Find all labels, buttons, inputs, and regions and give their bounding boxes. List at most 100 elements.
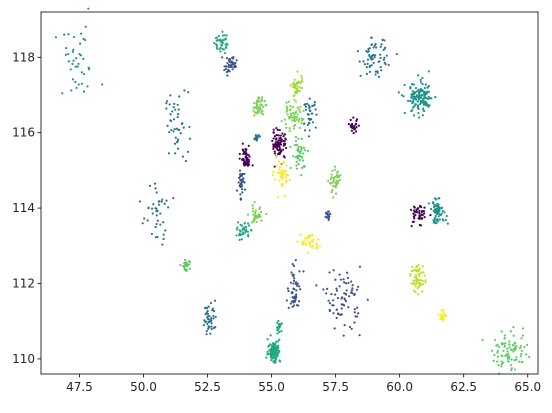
data-point (239, 233, 243, 236)
data-point (153, 182, 157, 185)
data-point (63, 33, 66, 36)
data-point (218, 39, 221, 42)
data-point (292, 264, 296, 267)
data-point (301, 159, 305, 162)
data-point (416, 211, 419, 214)
data-point (235, 59, 238, 62)
data-point (299, 110, 302, 114)
data-point (246, 213, 250, 216)
data-point (258, 110, 261, 113)
data-point (71, 50, 75, 53)
data-point (157, 200, 160, 203)
data-point (352, 125, 355, 128)
data-point (268, 343, 271, 346)
data-point (184, 159, 188, 163)
data-point (440, 309, 443, 312)
data-point (206, 309, 209, 313)
data-point (419, 81, 423, 84)
data-point (383, 56, 386, 60)
data-point (508, 357, 511, 360)
data-point (286, 113, 289, 116)
data-point (434, 221, 437, 225)
data-point (335, 179, 338, 182)
data-point (313, 100, 317, 104)
data-point (315, 242, 318, 245)
data-point (424, 280, 427, 284)
data-point (302, 146, 306, 149)
data-point (279, 162, 282, 166)
cluster-12 (235, 221, 253, 241)
data-point (412, 101, 415, 104)
data-point (252, 213, 255, 216)
data-point (271, 139, 274, 143)
data-point (419, 99, 423, 103)
data-point (203, 307, 207, 310)
cluster-9 (235, 169, 247, 201)
data-point (294, 100, 297, 103)
data-point (277, 139, 280, 142)
data-point (235, 189, 239, 192)
data-point (519, 344, 523, 348)
data-point (327, 299, 330, 302)
data-point (325, 287, 329, 290)
data-point (151, 212, 154, 215)
data-point (418, 223, 421, 227)
data-point (423, 274, 426, 277)
data-point (244, 229, 247, 232)
data-point (274, 342, 277, 346)
data-point (424, 83, 427, 86)
data-point (421, 93, 424, 97)
data-point (287, 100, 290, 103)
data-point (75, 57, 78, 60)
data-point (150, 232, 153, 236)
data-point (276, 148, 279, 151)
data-point (379, 53, 382, 56)
data-point (154, 187, 157, 190)
data-point (382, 58, 385, 61)
data-point (276, 332, 279, 335)
data-point (77, 62, 80, 65)
data-point (305, 238, 308, 241)
data-point (358, 60, 361, 63)
data-point (261, 109, 264, 113)
data-point (255, 111, 258, 114)
data-point (418, 217, 422, 220)
data-point (240, 185, 244, 188)
data-point (258, 135, 262, 138)
data-point (241, 231, 244, 234)
data-point (284, 169, 288, 173)
data-point (262, 105, 265, 108)
data-point (409, 99, 412, 103)
data-point (444, 315, 448, 318)
data-point (287, 289, 290, 293)
data-point (206, 322, 209, 325)
data-point (333, 165, 337, 168)
data-point (288, 127, 291, 130)
data-point (512, 344, 515, 347)
data-point (277, 319, 280, 323)
data-point (297, 300, 301, 303)
data-point (169, 113, 172, 116)
data-point (241, 228, 244, 231)
data-point (298, 108, 301, 111)
data-point (339, 174, 342, 177)
data-point (500, 330, 503, 333)
data-point (357, 312, 360, 315)
data-point (371, 54, 374, 57)
data-point (420, 216, 423, 220)
data-point (278, 325, 282, 328)
data-point (330, 176, 333, 179)
data-point (416, 264, 419, 268)
x-tick-label: 62.5 (450, 380, 477, 394)
data-point (365, 72, 369, 76)
data-point (297, 149, 300, 152)
data-point (283, 118, 286, 121)
data-point (367, 50, 370, 53)
cluster-24 (327, 165, 342, 199)
data-point (176, 103, 179, 106)
data-point (185, 261, 188, 264)
data-point (239, 175, 242, 178)
data-point (278, 338, 281, 341)
data-point (410, 110, 413, 113)
data-point (158, 203, 161, 206)
